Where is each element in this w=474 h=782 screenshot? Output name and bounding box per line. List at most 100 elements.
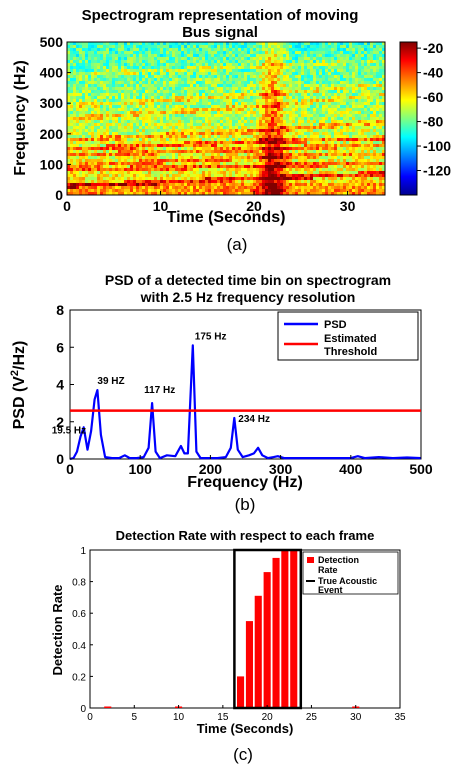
heatmap-cell [337, 69, 341, 73]
heatmap-cell [316, 69, 320, 73]
heatmap-cell [352, 129, 356, 133]
heatmap-cell [307, 171, 311, 175]
heatmap-cell [328, 162, 332, 166]
heatmap-cell [193, 48, 197, 52]
heatmap-cell [232, 90, 236, 94]
heatmap-cell [187, 108, 191, 112]
heatmap-cell [286, 189, 290, 193]
heatmap-cell [271, 165, 275, 169]
heatmap-cell [250, 54, 254, 58]
heatmap-cell [223, 171, 227, 175]
heatmap-cell [247, 78, 251, 82]
heatmap-cell [70, 126, 74, 130]
heatmap-cell [307, 69, 311, 73]
heatmap-cell [181, 51, 185, 55]
heatmap-cell [256, 102, 260, 106]
heatmap-cell [235, 81, 239, 85]
heatmap-cell [283, 126, 287, 130]
heatmap-cell [181, 132, 185, 136]
heatmap-cell [271, 108, 275, 112]
heatmap-cell [310, 99, 314, 103]
heatmap-cell [103, 114, 107, 118]
heatmap-cell [271, 96, 275, 100]
heatmap-cell [160, 75, 164, 79]
heatmap-cell [85, 72, 89, 76]
heatmap-cell [334, 132, 338, 136]
heatmap-cell [82, 93, 86, 97]
heatmap-cell [145, 102, 149, 106]
heatmap-cell [343, 114, 347, 118]
heatmap-cell [256, 168, 260, 172]
heatmap-cell [181, 150, 185, 154]
heatmap-cell [334, 111, 338, 115]
heatmap-cell [67, 48, 71, 52]
heatmap-cell [121, 192, 125, 195]
heatmap-cell [223, 69, 227, 73]
heatmap-cell [262, 111, 266, 115]
heatmap-cell [169, 111, 173, 115]
heatmap-cell [211, 177, 215, 181]
heatmap-cell [226, 93, 230, 97]
heatmap-cell [88, 108, 92, 112]
heatmap-cell [94, 132, 98, 136]
heatmap-cell [226, 123, 230, 127]
heatmap-cell [121, 138, 125, 142]
heatmap-cell [193, 84, 197, 88]
heatmap-cell [271, 111, 275, 115]
heatmap-cell [97, 99, 101, 103]
heatmap-cell [352, 45, 356, 49]
heatmap-cell [307, 189, 311, 193]
heatmap-cell [340, 126, 344, 130]
heatmap-cell [217, 96, 221, 100]
heatmap-cell [175, 60, 179, 64]
heatmap-cell [79, 192, 83, 195]
heatmap-cell [148, 63, 152, 67]
heatmap-cell [319, 156, 323, 160]
heatmap-cell [337, 84, 341, 88]
heatmap-cell [283, 153, 287, 157]
heatmap-cell [94, 42, 98, 46]
heatmap-cell [304, 81, 308, 85]
heatmap-cell [139, 105, 143, 109]
heatmap-cell [250, 177, 254, 181]
heatmap-cell [97, 96, 101, 100]
heatmap-cell [190, 69, 194, 73]
heatmap-cell [331, 180, 335, 184]
heatmap-cell [229, 114, 233, 118]
heatmap-cell [310, 54, 314, 58]
heatmap-cell [202, 171, 206, 175]
heatmap-cell [115, 90, 119, 94]
heatmap-cell [181, 183, 185, 187]
heatmap-cell [127, 93, 131, 97]
heatmap-cell [313, 168, 317, 172]
heatmap-cell [109, 48, 113, 52]
heatmap-cell [328, 111, 332, 115]
heatmap-cell [223, 72, 227, 76]
heatmap-cell [169, 81, 173, 85]
heatmap-cell [181, 174, 185, 178]
heatmap-cell [328, 96, 332, 100]
heatmap-cell [133, 69, 137, 73]
heatmap-cell [319, 105, 323, 109]
heatmap-cell [181, 105, 185, 109]
heatmap-cell [88, 60, 92, 64]
heatmap-cell [310, 180, 314, 184]
heatmap-cell [316, 102, 320, 106]
heatmap-cell [307, 54, 311, 58]
heatmap-cell [184, 147, 188, 151]
heatmap-cell [76, 174, 80, 178]
heatmap-cell [211, 159, 215, 163]
heatmap-cell [175, 141, 179, 145]
heatmap-cell [148, 42, 152, 46]
heatmap-cell [205, 183, 209, 187]
heatmap-cell [265, 120, 269, 124]
heatmap-cell [85, 186, 89, 190]
heatmap-cell [238, 93, 242, 97]
heatmap-cell [76, 135, 80, 139]
heatmap-cell [100, 132, 104, 136]
heatmap-cell [268, 126, 272, 130]
heatmap-cell [256, 42, 260, 46]
heatmap-cell [97, 87, 101, 91]
heatmap-cell [208, 174, 212, 178]
heatmap-cell [298, 102, 302, 106]
